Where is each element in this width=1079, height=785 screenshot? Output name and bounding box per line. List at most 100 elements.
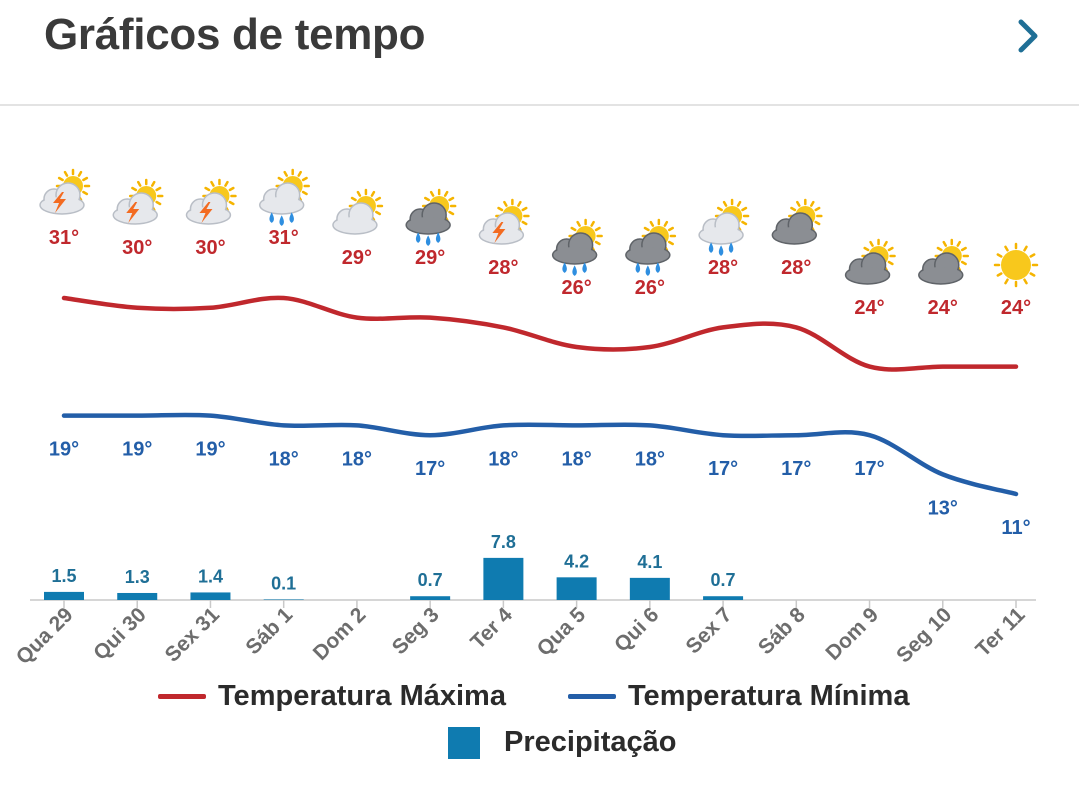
min-temp-line <box>61 412 1019 497</box>
x-tick-label: Sex 31 <box>161 603 225 667</box>
sun-ray <box>497 206 504 212</box>
sun-ray <box>82 190 89 196</box>
rain-drop <box>582 262 587 273</box>
cloud-part <box>701 227 742 241</box>
sun-ray <box>210 180 215 187</box>
max-temp-label: 29° <box>342 247 372 269</box>
sun-ray <box>1029 253 1036 258</box>
max-temp-label: 28° <box>708 257 738 279</box>
storm-partly-cloudy-icon <box>478 198 530 245</box>
next-button[interactable] <box>1006 14 1050 58</box>
x-tick-label: Qua 29 <box>12 603 78 669</box>
sun-ray <box>663 220 669 227</box>
rain-drop <box>289 212 294 223</box>
min-temp-label: 18° <box>269 448 299 470</box>
rain-drop <box>425 235 431 246</box>
sun-ray <box>667 226 674 232</box>
max-temp-label: 28° <box>781 257 811 279</box>
x-tick-label: Sáb 8 <box>754 603 810 659</box>
sun-ray <box>204 186 211 192</box>
sun-ray <box>667 240 674 246</box>
sun-ray <box>887 260 894 266</box>
sun-ray <box>375 210 382 216</box>
precip-bar <box>703 596 744 600</box>
legend-max-label: Temperatura Máxima <box>218 680 506 712</box>
sun-ray <box>716 206 723 212</box>
sun-ray <box>57 176 64 182</box>
legend-max-swatch <box>158 694 206 699</box>
sun-ray <box>810 200 815 207</box>
sun-ray <box>521 220 528 226</box>
sun-ray <box>77 170 83 177</box>
sun-ray <box>155 186 162 192</box>
sun-ray <box>1004 278 1009 285</box>
storm-partly-cloudy-icon <box>185 178 237 225</box>
partly-cloudy-icon <box>332 188 384 235</box>
sun-ray <box>82 176 89 182</box>
x-tick-label: Qua 5 <box>533 603 591 661</box>
x-tick-label: Seg 3 <box>388 603 444 659</box>
sun-ray <box>887 246 894 252</box>
legend-min-swatch <box>568 694 616 699</box>
cloudy-icon <box>918 238 970 285</box>
precip-bar <box>556 577 597 600</box>
cloud-part <box>554 247 595 261</box>
sun-ray <box>956 240 962 247</box>
cloud-part <box>408 217 449 231</box>
sun-ray <box>643 226 650 232</box>
header: Gráficos de tempo <box>0 0 1079 106</box>
sun-ray <box>996 253 1003 258</box>
sun-ray <box>722 200 728 207</box>
sun-ray <box>869 240 874 247</box>
sun-ray <box>1023 245 1028 252</box>
sun-ray <box>590 220 595 227</box>
sun-ray <box>150 180 156 187</box>
lightning-bolt <box>126 202 140 223</box>
precip-label: 4.2 <box>564 551 589 571</box>
max-temp-label: 31° <box>49 227 79 249</box>
sun-ray <box>228 186 235 192</box>
min-temp-label: 19° <box>195 439 225 461</box>
sun-ray <box>228 200 235 206</box>
sun-ray <box>936 246 943 252</box>
cloudy-icon <box>844 238 896 285</box>
page-title: Gráficos de tempo <box>44 10 426 59</box>
legend-min: Temperatura Mínima <box>568 680 909 713</box>
max-temp-line <box>61 295 1019 372</box>
sun-ray <box>503 200 508 207</box>
sun-ray <box>443 190 449 197</box>
max-temp-label: 29° <box>415 247 445 269</box>
sun-ray <box>136 180 142 187</box>
precip-label: 4.1 <box>637 552 662 572</box>
cloud-part <box>920 267 961 281</box>
storm-partly-cloudy-icon <box>112 178 164 225</box>
sun-ray <box>594 240 601 246</box>
sun-disc <box>1001 250 1031 280</box>
sun-ray <box>790 206 797 212</box>
legend-max: Temperatura Máxima <box>158 680 506 713</box>
sun-ray <box>1004 245 1009 252</box>
rain-drop <box>562 262 567 273</box>
legend: Temperatura Máxima Temperatura Mínima Pr… <box>0 672 1079 782</box>
sun-ray <box>131 186 138 192</box>
sun-ray <box>576 220 581 227</box>
sun-ray <box>301 190 308 196</box>
x-tick-label: Dom 2 <box>309 603 371 665</box>
min-temp-label: 17° <box>854 458 884 480</box>
sun-ray <box>424 196 431 202</box>
storm-partly-cloudy-icon <box>39 168 91 215</box>
sun-ray <box>277 176 284 182</box>
sun-ray <box>370 190 376 197</box>
precip-bar <box>483 557 524 600</box>
max-temp-label: 28° <box>488 257 518 279</box>
sun-ray <box>814 206 821 212</box>
max-temp-label: 30° <box>195 237 225 259</box>
precip-bar <box>44 591 84 600</box>
sun-ray <box>448 196 455 202</box>
sun-ray <box>883 240 888 247</box>
lightning-bolt <box>199 202 213 223</box>
x-tick-label: Qui 30 <box>89 603 151 665</box>
legend-precip-label: Precipitação <box>504 726 677 758</box>
precip-bar <box>410 596 451 600</box>
sun-ray <box>521 206 528 212</box>
